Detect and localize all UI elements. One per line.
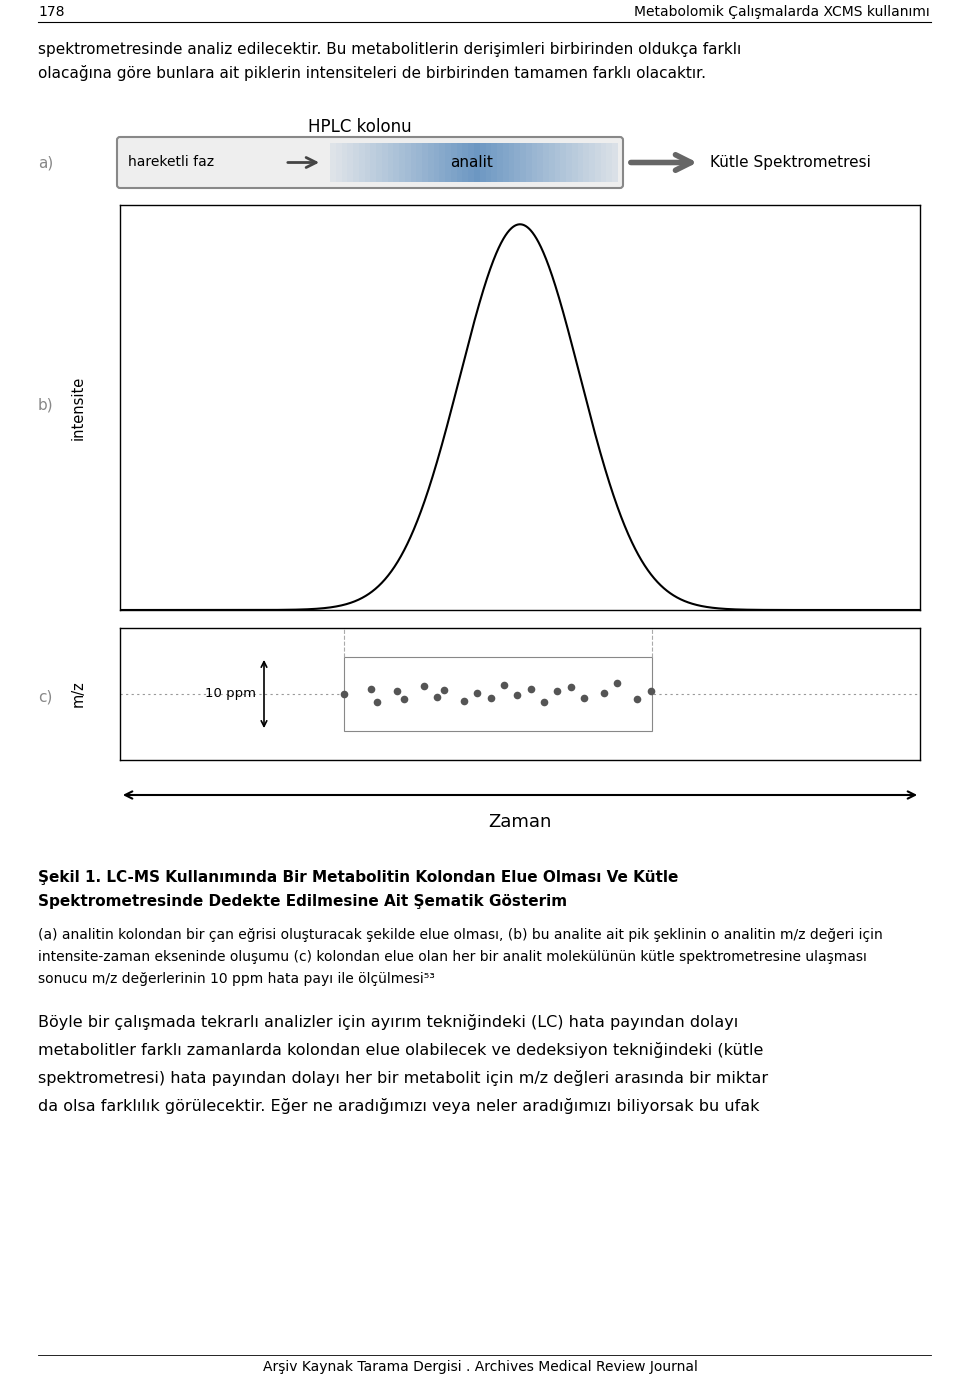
Bar (526, 142, 532, 181)
Text: a): a) (38, 155, 53, 170)
Text: 10 ppm: 10 ppm (205, 687, 256, 701)
Bar (486, 142, 492, 181)
Bar (344, 658, 652, 732)
Text: analit: analit (450, 155, 493, 170)
Text: b): b) (38, 398, 54, 412)
Text: olacağına göre bunlara ait piklerin intensiteleri de birbirinden tamamen farklı : olacağına göre bunlara ait piklerin inte… (38, 66, 706, 81)
Bar (538, 142, 543, 181)
Bar (342, 142, 348, 181)
Bar (388, 142, 394, 181)
Bar (480, 142, 486, 181)
Text: m/z: m/z (70, 681, 85, 708)
Text: Spektrometresinde Dedekte Edilmesine Ait Şematik Gösterim: Spektrometresinde Dedekte Edilmesine Ait… (38, 893, 567, 909)
Text: intensite: intensite (70, 376, 85, 440)
Bar (601, 142, 607, 181)
Bar (595, 142, 601, 181)
Bar (566, 142, 572, 181)
Bar (451, 142, 457, 181)
Bar (578, 142, 584, 181)
Bar (422, 142, 428, 181)
Text: da olsa farklılık görülecektir. Eğer ne aradığımızı veya neler aradığımızı biliy: da olsa farklılık görülecektir. Eğer ne … (38, 1099, 759, 1114)
Bar (584, 142, 589, 181)
Bar (353, 142, 359, 181)
Bar (549, 142, 555, 181)
Text: hareketli faz: hareketli faz (128, 155, 214, 169)
Bar (411, 142, 417, 181)
Bar (509, 142, 515, 181)
Bar (543, 142, 549, 181)
Bar (474, 142, 480, 181)
Text: Zaman: Zaman (489, 812, 552, 831)
Bar (428, 142, 434, 181)
Text: Kütle Spektrometresi: Kütle Spektrometresi (710, 155, 871, 170)
Bar (572, 142, 578, 181)
Bar (440, 142, 445, 181)
Bar (371, 142, 376, 181)
Text: Böyle bir çalışmada tekrarlı analizler için ayırım tekniğindeki (LC) hata payınd: Böyle bir çalışmada tekrarlı analizler i… (38, 1013, 738, 1030)
Bar (555, 142, 561, 181)
Text: metabolitler farklı zamanlarda kolondan elue olabilecek ve dedeksiyon tekniğinde: metabolitler farklı zamanlarda kolondan … (38, 1041, 763, 1058)
Bar (497, 142, 503, 181)
FancyBboxPatch shape (117, 137, 623, 188)
Bar (607, 142, 612, 181)
Bar (365, 142, 371, 181)
Bar (532, 142, 538, 181)
Bar (520, 142, 526, 181)
Text: Şekil 1. LC-MS Kullanımında Bir Metabolitin Kolondan Elue Olması Ve Kütle: Şekil 1. LC-MS Kullanımında Bir Metaboli… (38, 870, 679, 885)
Text: spektrometresinde analiz edilecektir. Bu metabolitlerin derişimleri birbirinden : spektrometresinde analiz edilecektir. Bu… (38, 42, 741, 57)
Text: Arşiv Kaynak Tarama Dergisi . Archives Medical Review Journal: Arşiv Kaynak Tarama Dergisi . Archives M… (263, 1360, 697, 1374)
Bar (515, 142, 520, 181)
Bar (445, 142, 451, 181)
Text: sonucu m/z değerlerinin 10 ppm hata payı ile ölçülmesi⁵³: sonucu m/z değerlerinin 10 ppm hata payı… (38, 972, 435, 986)
Bar (382, 142, 388, 181)
Bar (348, 142, 353, 181)
Bar (417, 142, 422, 181)
Bar (434, 142, 440, 181)
Bar (589, 142, 595, 181)
Bar (561, 142, 566, 181)
Bar (492, 142, 497, 181)
Text: c): c) (38, 690, 53, 704)
Text: Metabolomik Çalışmalarda XCMS kullanımı: Metabolomik Çalışmalarda XCMS kullanımı (635, 6, 930, 20)
Bar (405, 142, 411, 181)
Bar (463, 142, 468, 181)
Bar (612, 142, 618, 181)
Text: (a) analitin kolondan bir çan eğrisi oluşturacak şekilde elue olması, (b) bu ana: (a) analitin kolondan bir çan eğrisi olu… (38, 928, 883, 942)
Bar (359, 142, 365, 181)
Text: intensite-zaman ekseninde oluşumu (c) kolondan elue olan her bir analit molekülü: intensite-zaman ekseninde oluşumu (c) ko… (38, 951, 867, 965)
Bar (394, 142, 399, 181)
Text: 178: 178 (38, 6, 64, 20)
Text: HPLC kolonu: HPLC kolonu (308, 119, 412, 135)
Bar (376, 142, 382, 181)
Bar (336, 142, 342, 181)
Text: spektrometresi) hata payından dolayı her bir metabolit için m/z değleri arasında: spektrometresi) hata payından dolayı her… (38, 1069, 768, 1086)
Bar (457, 142, 463, 181)
Bar (503, 142, 509, 181)
Bar (468, 142, 474, 181)
Bar (399, 142, 405, 181)
Bar (330, 142, 336, 181)
